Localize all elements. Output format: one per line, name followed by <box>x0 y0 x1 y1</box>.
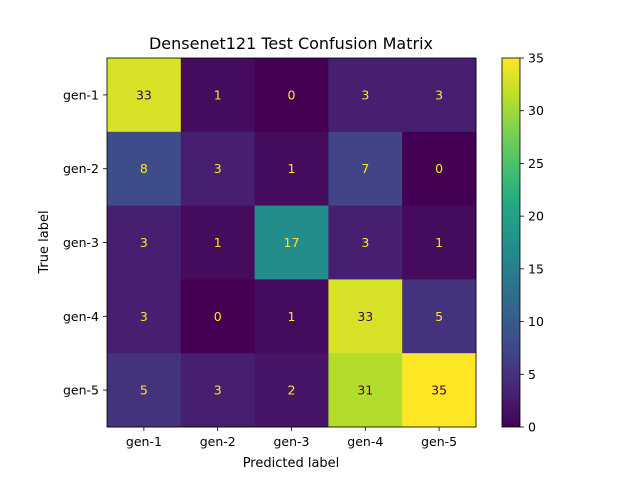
y-axis-label: True label <box>37 210 52 274</box>
heatmap-cell <box>180 205 256 280</box>
cell-value-label: 5 <box>435 309 443 324</box>
heatmap-cell-labels: 33 1 0 3 38 3 1 7 03 1 17 3 13 0 1 33 55 3 2 31 35 <box>136 87 447 397</box>
colorbar-tick-label: 10 <box>528 314 544 329</box>
heatmap-cell <box>180 131 256 207</box>
cell-value-label: 3 <box>435 87 443 102</box>
cell-value-label: 33 <box>136 87 152 102</box>
x-tick-label: gen-2 <box>200 434 236 449</box>
colorbar-tick-label: 30 <box>528 103 544 118</box>
x-tick-label: gen-1 <box>126 434 162 449</box>
x-tick-label: gen-5 <box>421 434 457 449</box>
heatmap-cell <box>254 353 329 428</box>
cell-value-label: 31 <box>357 383 373 398</box>
heatmap-cell <box>180 279 256 354</box>
heatmap-cell <box>180 353 256 428</box>
cell-value-label: 0 <box>435 161 443 176</box>
heatmap-cell <box>328 205 403 280</box>
cell-value-label: 35 <box>431 383 447 398</box>
y-axis-ticks: gen-1 gen-2 gen-3 gen-4 gen-5 <box>63 87 107 398</box>
y-tick-label: gen-3 <box>63 235 99 250</box>
cell-value-label: 1 <box>288 309 296 324</box>
cell-value-label: 0 <box>288 87 296 102</box>
heatmap-cell <box>254 205 329 280</box>
colorbar <box>501 57 521 428</box>
chart-title: Densenet121 Test Confusion Matrix <box>149 34 433 53</box>
cell-value-label: 3 <box>214 161 222 176</box>
cell-value-label: 1 <box>288 161 296 176</box>
cell-value-label: 5 <box>140 383 148 398</box>
x-axis-label: Predicted label <box>243 456 340 471</box>
heatmap-cell <box>254 131 329 207</box>
heatmap-cell <box>107 279 182 354</box>
x-tick-label: gen-3 <box>273 434 309 449</box>
heatmap-cell <box>402 131 477 207</box>
colorbar-tick-label: 25 <box>528 156 544 171</box>
heatmap-frame <box>106 57 477 428</box>
heatmap-cell <box>402 353 477 428</box>
heatmap-cell <box>254 58 329 133</box>
heatmap-cell <box>180 58 256 133</box>
heatmap-cell <box>328 131 403 207</box>
heatmap-cell <box>254 279 329 354</box>
heatmap-cell <box>328 353 403 428</box>
heatmap-cells <box>107 58 477 428</box>
y-tick-label: gen-1 <box>63 87 99 102</box>
cell-value-label: 3 <box>140 235 148 250</box>
colorbar-ticks: 0 5 10 15 20 25 30 35 <box>520 51 544 435</box>
heatmap-cell <box>402 205 477 280</box>
colorbar-tick-label: 15 <box>528 261 544 276</box>
x-axis-ticks: gen-1 gen-2 gen-3 gen-4 gen-5 <box>126 427 457 449</box>
cell-value-label: 3 <box>361 87 369 102</box>
colorbar-tick-label: 20 <box>528 209 544 224</box>
cell-value-label: 17 <box>284 235 300 250</box>
cell-value-label: 1 <box>214 87 222 102</box>
cell-value-label: 2 <box>288 383 296 398</box>
heatmap-cell <box>328 58 403 133</box>
y-tick-label: gen-2 <box>63 161 99 176</box>
cell-value-label: 7 <box>361 161 369 176</box>
heatmap-cell <box>107 205 182 280</box>
cell-value-label: 3 <box>214 383 222 398</box>
cell-value-label: 8 <box>140 161 148 176</box>
cell-value-label: 1 <box>435 235 443 250</box>
y-tick-label: gen-5 <box>63 383 99 398</box>
cell-value-label: 3 <box>361 235 369 250</box>
cell-value-label: 33 <box>357 309 373 324</box>
cell-value-label: 3 <box>140 309 148 324</box>
x-tick-label: gen-4 <box>347 434 383 449</box>
heatmap-cell <box>402 58 477 133</box>
y-tick-label: gen-4 <box>63 309 99 324</box>
cell-value-label: 1 <box>214 235 222 250</box>
heatmap-cell <box>328 279 403 354</box>
heatmap-cell <box>107 58 182 133</box>
colorbar-tick-label: 5 <box>528 367 536 382</box>
colorbar-tick-label: 0 <box>528 420 536 435</box>
heatmap-cell <box>402 279 477 354</box>
heatmap-cell <box>107 131 182 207</box>
colorbar-tick-label: 35 <box>528 51 544 66</box>
cell-value-label: 0 <box>214 309 222 324</box>
heatmap-cell <box>107 353 182 428</box>
